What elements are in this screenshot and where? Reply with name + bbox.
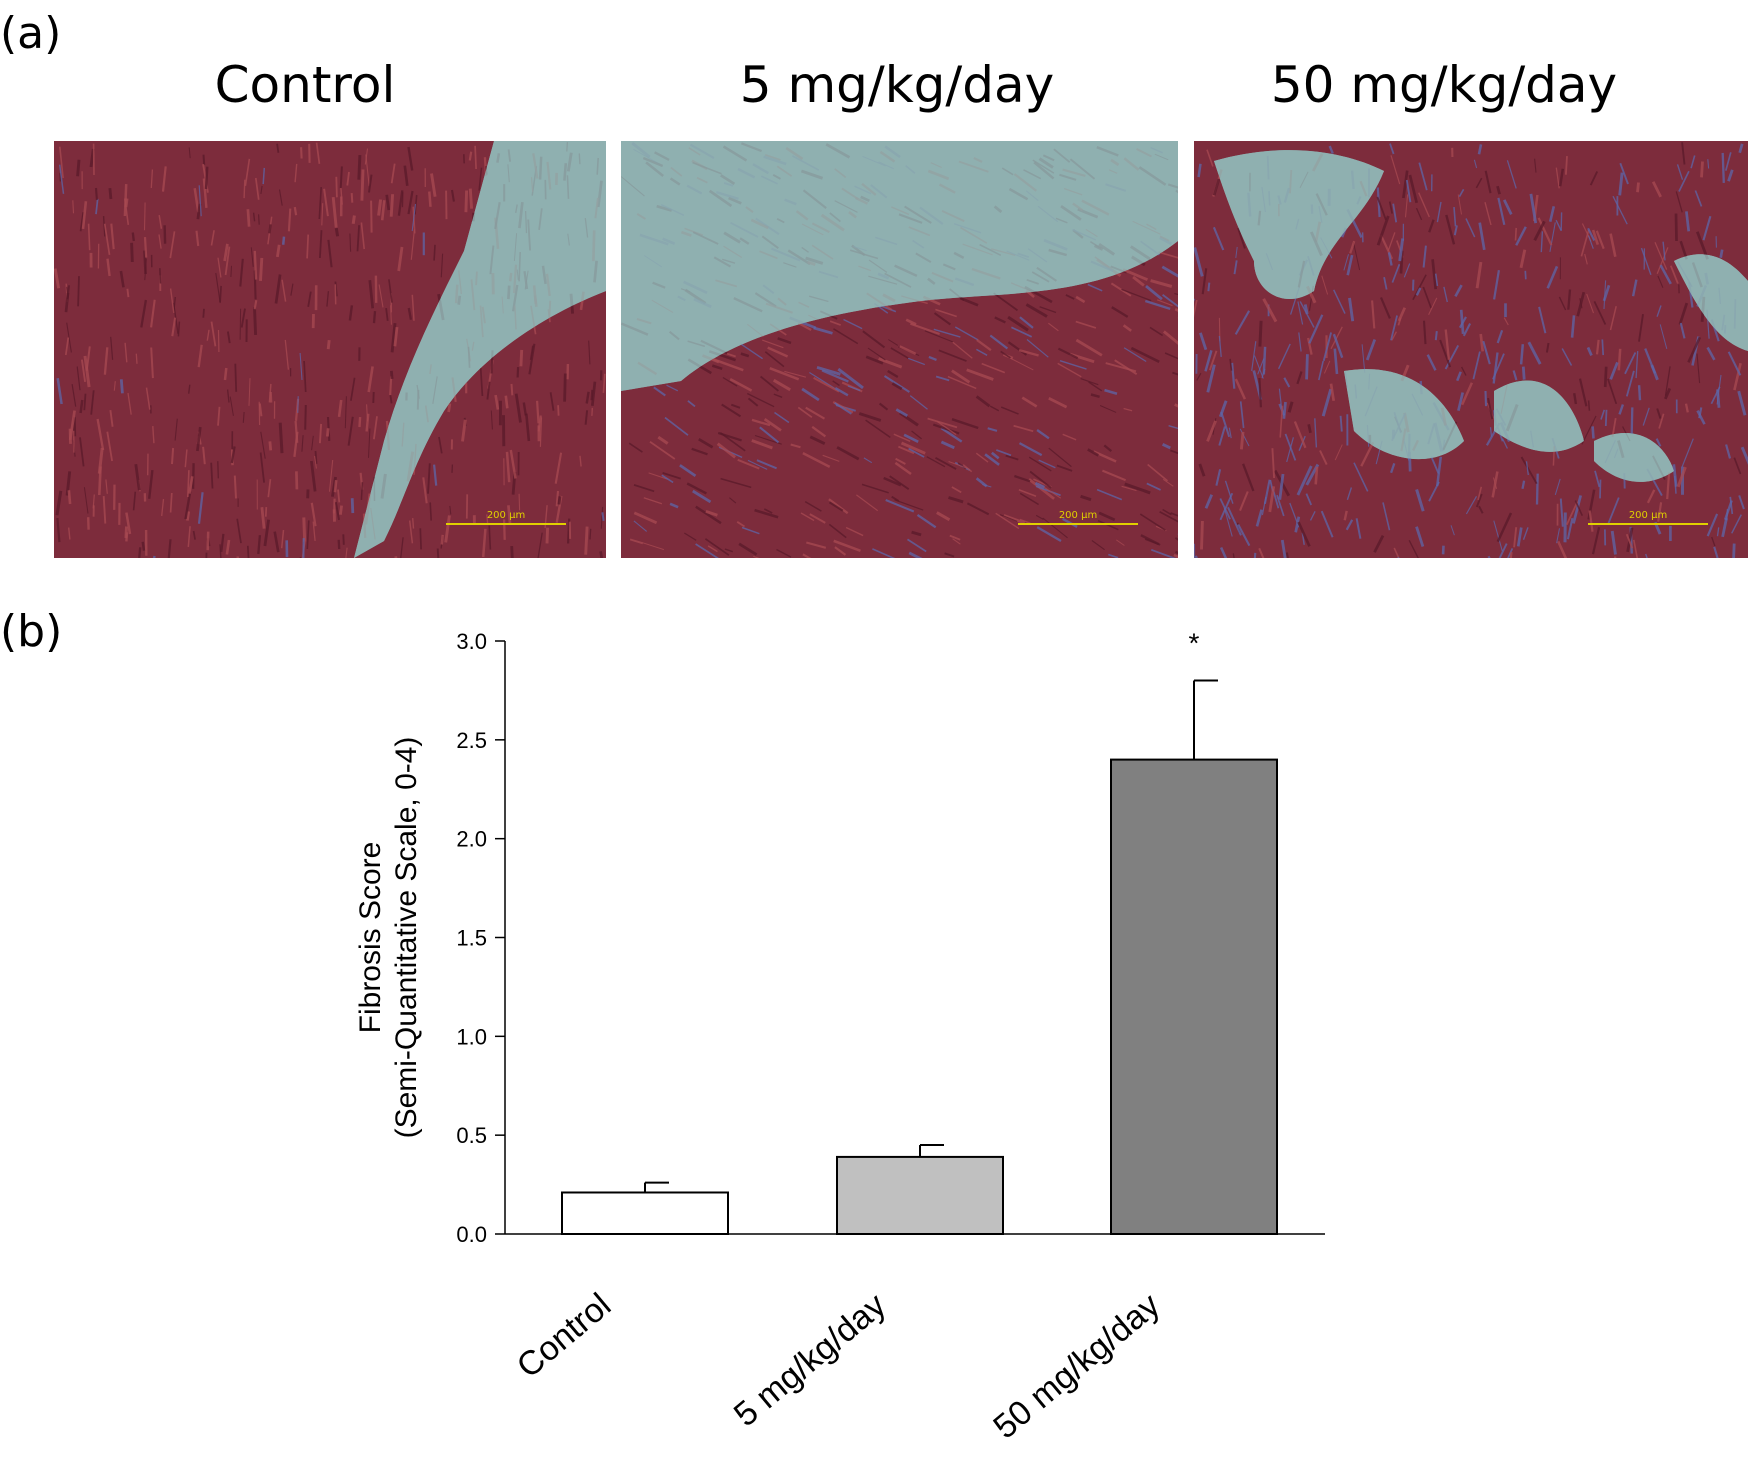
micrograph-control: 200 µm xyxy=(54,141,606,558)
bar xyxy=(561,1191,729,1235)
column-title-5mg: 5 mg/kg/day xyxy=(739,56,1055,114)
x-tick-label: Control xyxy=(510,1286,618,1386)
fibre-texture xyxy=(1194,142,1748,558)
micrograph-50mg: 200 µm xyxy=(1194,141,1748,558)
y-tick-label: 0.0 xyxy=(456,1222,487,1247)
bar xyxy=(1110,758,1278,1235)
y-tick-label: 0.5 xyxy=(456,1123,487,1148)
y-tick-label: 3.0 xyxy=(456,629,487,654)
scale-bar-label: 200 µm xyxy=(1059,510,1097,521)
scale-bar-label: 200 µm xyxy=(1629,510,1667,521)
y-tick-label: 1.5 xyxy=(456,926,487,951)
panel-b-tag: (b) xyxy=(0,606,63,657)
y-axis-title-line1: Fibrosis Score xyxy=(354,842,387,1034)
fibrosis-bar-chart: 0.0 0.5 1.0 1.5 2.0 2.5 3.0 Fibrosis Score (Semi… xyxy=(354,628,1325,1446)
bar xyxy=(836,1155,1004,1235)
micrograph-5mg: 200 µm xyxy=(621,141,1178,558)
micrograph-image: 200 µm xyxy=(621,141,1178,558)
y-axis-title-line2: (Semi-Quantitative Scale, 0-4) xyxy=(390,737,423,1139)
y-axis-title: Fibrosis Score (Semi-Quantitative Scale, … xyxy=(354,737,423,1139)
x-tick-label: 50 mg/kg/day xyxy=(986,1286,1167,1446)
micrograph-image: 200 µm xyxy=(54,141,606,558)
column-title-50mg: 50 mg/kg/day xyxy=(1270,56,1618,114)
x-tick-label: 5 mg/kg/day xyxy=(727,1286,893,1434)
column-title-control: Control xyxy=(214,56,396,114)
panel-a-tag: (a) xyxy=(0,8,62,59)
y-tick-label: 2.0 xyxy=(456,827,487,852)
y-tick-label: 1.0 xyxy=(456,1024,487,1049)
y-tick-label: 2.5 xyxy=(456,728,487,753)
micrograph-image: 200 µm xyxy=(1194,141,1748,558)
scale-bar-label: 200 µm xyxy=(487,510,525,521)
significance-marker: * xyxy=(1189,628,1200,659)
